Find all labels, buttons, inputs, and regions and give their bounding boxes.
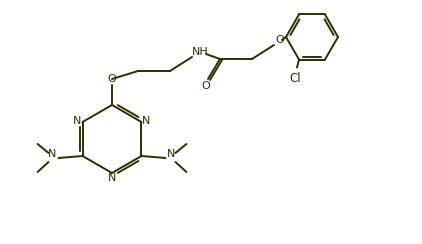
Text: NH: NH (192, 47, 208, 57)
Text: O: O (202, 81, 211, 91)
Text: N: N (108, 173, 116, 183)
Text: Cl: Cl (289, 72, 301, 85)
Text: O: O (108, 74, 116, 84)
Text: N: N (73, 116, 82, 126)
Text: N: N (49, 149, 57, 159)
Text: O: O (276, 35, 284, 45)
Text: N: N (167, 149, 176, 159)
Text: N: N (142, 116, 151, 126)
